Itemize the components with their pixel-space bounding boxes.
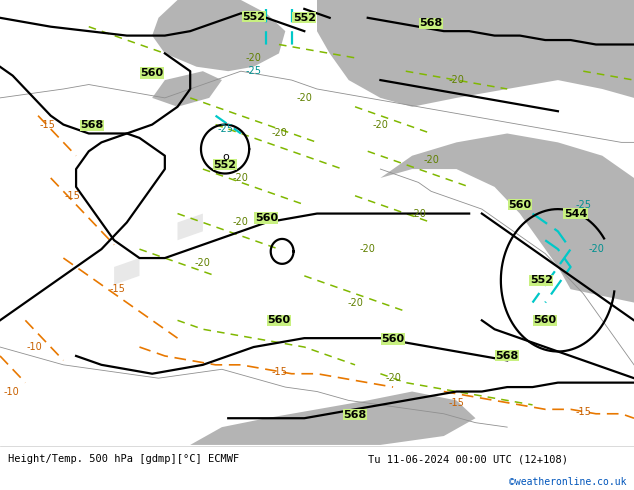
Text: -15: -15 bbox=[65, 191, 81, 201]
Text: 560: 560 bbox=[141, 68, 164, 78]
Text: 552: 552 bbox=[242, 12, 265, 22]
Text: -20: -20 bbox=[410, 209, 427, 219]
Text: -10: -10 bbox=[4, 387, 19, 396]
Text: 568: 568 bbox=[344, 410, 366, 419]
Polygon shape bbox=[178, 214, 203, 240]
Text: Height/Temp. 500 hPa [gdmp][°C] ECMWF: Height/Temp. 500 hPa [gdmp][°C] ECMWF bbox=[8, 454, 239, 465]
Text: -20: -20 bbox=[588, 244, 604, 254]
Text: Tu 11-06-2024 00:00 UTC (12+108): Tu 11-06-2024 00:00 UTC (12+108) bbox=[368, 454, 567, 465]
Text: -20: -20 bbox=[347, 297, 363, 308]
Text: -20: -20 bbox=[372, 120, 389, 129]
Polygon shape bbox=[380, 133, 634, 302]
Text: 560: 560 bbox=[255, 213, 278, 223]
Text: 568: 568 bbox=[81, 121, 103, 130]
Text: 560: 560 bbox=[268, 316, 290, 325]
Text: 560: 560 bbox=[382, 334, 404, 344]
Text: o: o bbox=[223, 151, 229, 162]
Polygon shape bbox=[152, 0, 285, 71]
Text: -15: -15 bbox=[575, 407, 592, 416]
Text: -20: -20 bbox=[245, 53, 262, 63]
Text: 568: 568 bbox=[496, 351, 519, 361]
Text: 560: 560 bbox=[534, 316, 557, 325]
Text: -20: -20 bbox=[359, 244, 376, 254]
Text: -20: -20 bbox=[233, 218, 249, 227]
Text: 544: 544 bbox=[564, 209, 587, 219]
Text: -15: -15 bbox=[271, 367, 287, 376]
Text: -25: -25 bbox=[245, 66, 262, 76]
Text: -25: -25 bbox=[217, 124, 233, 134]
Text: -20: -20 bbox=[448, 75, 465, 85]
Text: -20: -20 bbox=[385, 373, 401, 383]
Text: -15: -15 bbox=[448, 398, 465, 408]
Text: -25: -25 bbox=[575, 199, 592, 210]
Text: 568: 568 bbox=[420, 18, 443, 28]
Text: ©weatheronline.co.uk: ©weatheronline.co.uk bbox=[509, 477, 626, 487]
Polygon shape bbox=[190, 392, 476, 445]
Polygon shape bbox=[114, 258, 139, 285]
Text: 552: 552 bbox=[293, 13, 316, 23]
Text: 552: 552 bbox=[214, 160, 236, 170]
Polygon shape bbox=[317, 0, 634, 107]
Text: -15: -15 bbox=[109, 284, 126, 294]
Text: -20: -20 bbox=[271, 128, 287, 139]
Text: -10: -10 bbox=[27, 342, 42, 352]
Text: -20: -20 bbox=[195, 258, 211, 268]
Polygon shape bbox=[152, 71, 222, 107]
Text: 552: 552 bbox=[530, 275, 553, 285]
Text: -20: -20 bbox=[233, 173, 249, 183]
Text: -20: -20 bbox=[296, 93, 313, 103]
Text: -15: -15 bbox=[39, 120, 56, 129]
Text: 560: 560 bbox=[508, 199, 531, 210]
Text: -20: -20 bbox=[423, 155, 439, 165]
